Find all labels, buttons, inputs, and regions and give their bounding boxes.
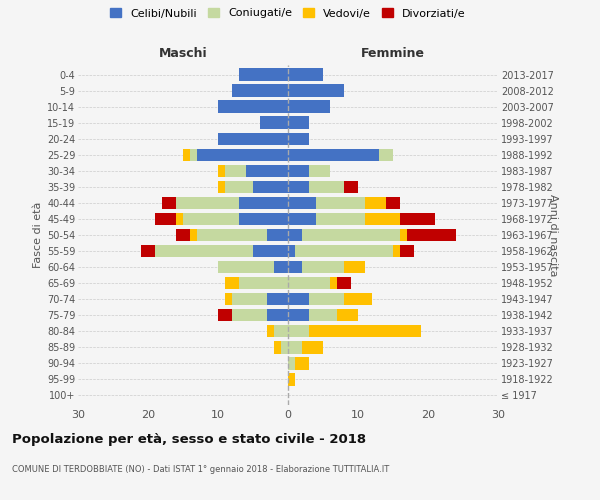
- Bar: [288, 196, 316, 209]
- Bar: [218, 132, 288, 145]
- Bar: [400, 245, 414, 258]
- Bar: [288, 100, 330, 113]
- Bar: [386, 196, 400, 209]
- Bar: [330, 277, 337, 289]
- Bar: [239, 277, 288, 289]
- Bar: [232, 293, 267, 306]
- Bar: [288, 180, 309, 193]
- Text: Femmine: Femmine: [361, 47, 425, 60]
- Legend: Celibi/Nubili, Coniugati/e, Vedovi/e, Divorziati/e: Celibi/Nubili, Coniugati/e, Vedovi/e, Di…: [110, 8, 466, 18]
- Bar: [218, 261, 274, 274]
- Bar: [337, 309, 358, 322]
- Bar: [344, 261, 365, 274]
- Bar: [246, 164, 288, 177]
- Bar: [288, 68, 323, 81]
- Bar: [190, 228, 197, 241]
- Bar: [225, 164, 246, 177]
- Bar: [344, 180, 358, 193]
- Bar: [400, 212, 435, 225]
- Bar: [302, 261, 344, 274]
- Bar: [183, 212, 239, 225]
- Bar: [288, 293, 309, 306]
- Bar: [267, 293, 288, 306]
- Bar: [309, 325, 421, 338]
- Bar: [288, 245, 295, 258]
- Bar: [288, 228, 302, 241]
- Bar: [288, 261, 302, 274]
- Bar: [379, 148, 393, 161]
- Bar: [288, 325, 309, 338]
- Bar: [302, 341, 323, 353]
- Bar: [183, 148, 190, 161]
- Bar: [407, 228, 456, 241]
- Bar: [218, 309, 232, 322]
- Text: Maschi: Maschi: [158, 47, 208, 60]
- Bar: [218, 180, 225, 193]
- Bar: [232, 309, 267, 322]
- Bar: [225, 293, 232, 306]
- Bar: [274, 261, 288, 274]
- Bar: [365, 212, 400, 225]
- Bar: [288, 277, 330, 289]
- Bar: [239, 196, 288, 209]
- Bar: [316, 196, 365, 209]
- Bar: [267, 228, 288, 241]
- Bar: [400, 228, 407, 241]
- Y-axis label: Anni di nascita: Anni di nascita: [548, 194, 558, 276]
- Bar: [288, 84, 344, 97]
- Bar: [288, 164, 309, 177]
- Bar: [267, 325, 274, 338]
- Bar: [260, 116, 288, 129]
- Bar: [344, 293, 372, 306]
- Bar: [337, 277, 351, 289]
- Bar: [197, 228, 267, 241]
- Bar: [309, 309, 337, 322]
- Bar: [365, 196, 386, 209]
- Bar: [309, 180, 344, 193]
- Bar: [288, 212, 316, 225]
- Bar: [295, 245, 393, 258]
- Bar: [155, 245, 253, 258]
- Bar: [176, 196, 239, 209]
- Bar: [155, 212, 176, 225]
- Bar: [295, 357, 309, 370]
- Y-axis label: Fasce di età: Fasce di età: [32, 202, 43, 268]
- Bar: [162, 196, 176, 209]
- Bar: [288, 309, 309, 322]
- Bar: [309, 293, 344, 306]
- Bar: [302, 228, 400, 241]
- Bar: [239, 212, 288, 225]
- Bar: [393, 245, 400, 258]
- Bar: [253, 180, 288, 193]
- Bar: [218, 164, 225, 177]
- Text: COMUNE DI TERDOBBIATE (NO) - Dati ISTAT 1° gennaio 2018 - Elaborazione TUTTITALI: COMUNE DI TERDOBBIATE (NO) - Dati ISTAT …: [12, 466, 389, 474]
- Bar: [232, 84, 288, 97]
- Bar: [218, 100, 288, 113]
- Bar: [225, 180, 253, 193]
- Bar: [288, 341, 302, 353]
- Bar: [274, 341, 281, 353]
- Bar: [288, 132, 309, 145]
- Bar: [267, 309, 288, 322]
- Bar: [309, 164, 330, 177]
- Bar: [225, 277, 239, 289]
- Bar: [176, 212, 183, 225]
- Bar: [281, 341, 288, 353]
- Bar: [316, 212, 365, 225]
- Bar: [288, 148, 379, 161]
- Text: Popolazione per età, sesso e stato civile - 2018: Popolazione per età, sesso e stato civil…: [12, 432, 366, 446]
- Bar: [274, 325, 288, 338]
- Bar: [190, 148, 197, 161]
- Bar: [176, 228, 190, 241]
- Bar: [288, 357, 295, 370]
- Bar: [288, 373, 295, 386]
- Bar: [197, 148, 288, 161]
- Bar: [288, 116, 309, 129]
- Bar: [239, 68, 288, 81]
- Bar: [141, 245, 155, 258]
- Bar: [253, 245, 288, 258]
